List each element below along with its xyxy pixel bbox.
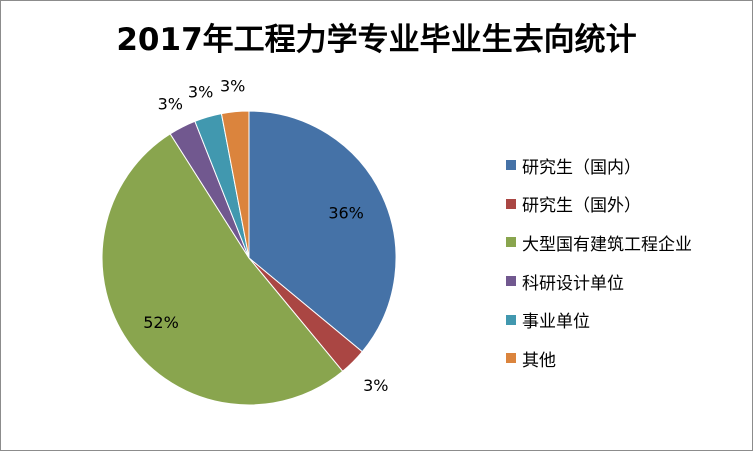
legend: 研究生（国内） 研究生（国外） 大型国有建筑工程企业 科研设计单位 事业单位其他 (506, 146, 692, 378)
legend-swatch (506, 353, 516, 364)
legend-label: 研究生（国内） (522, 157, 641, 178)
legend-swatch (506, 160, 516, 171)
legend-swatch (506, 314, 516, 325)
legend-item: 科研设计单位 (506, 262, 692, 301)
pie-slice-5 (220, 110, 250, 259)
data-label-4: 3% (188, 82, 213, 101)
legend-label: 大型国有建筑工程企业 (522, 234, 692, 255)
data-label-1: 3% (363, 376, 388, 395)
legend-label: 科研设计单位 (522, 273, 624, 294)
legend-swatch (506, 198, 516, 209)
legend-item: 研究生（国外） (506, 185, 692, 224)
legend-label: 研究生（国外） (522, 196, 641, 217)
legend-swatch (506, 276, 516, 287)
legend-item: 研究生（国内） (506, 146, 692, 185)
chart-title: 2017年工程力学专业毕业生去向统计 (116, 22, 637, 58)
data-label-5: 3% (220, 76, 245, 95)
legend-swatch (506, 237, 516, 248)
data-label-0: 36% (328, 203, 364, 222)
data-label-3: 3% (158, 94, 183, 113)
legend-item: 事业单位 (506, 300, 692, 339)
data-label-2: 52% (143, 313, 179, 332)
legend-label: 其他 (522, 350, 556, 371)
legend-item: 大型国有建筑工程企业 (506, 223, 692, 262)
legend-label: 事业单位 (522, 312, 590, 333)
pie-slice-2 (101, 133, 344, 406)
pie-slice-0 (248, 110, 397, 353)
legend-item: 其他 (506, 339, 692, 378)
